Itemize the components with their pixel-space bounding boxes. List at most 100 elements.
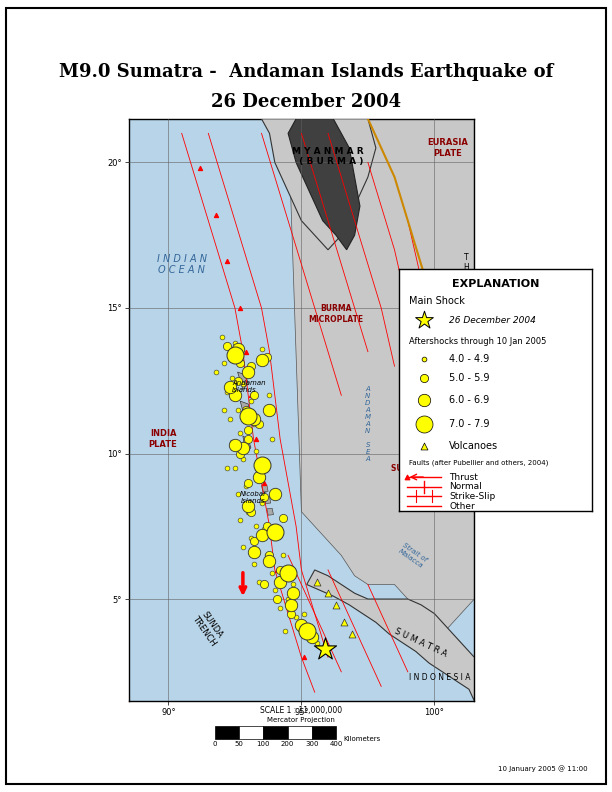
Text: science for a changing world: science for a changing world (20, 44, 90, 50)
Text: EURASIA
PLATE: EURASIA PLATE (427, 139, 468, 158)
Text: 5.0 - 5.9: 5.0 - 5.9 (449, 373, 490, 383)
Text: S U M A T R A: S U M A T R A (394, 626, 449, 659)
Point (244, 500, 253, 512)
Point (256, 342, 266, 355)
Point (252, 432, 261, 445)
Text: Thrust: Thrust (449, 473, 478, 482)
Point (254, 462, 264, 474)
Point (267, 566, 277, 579)
Point (222, 462, 232, 474)
Point (264, 389, 274, 402)
Point (230, 439, 240, 451)
Point (262, 520, 272, 533)
Point (233, 375, 242, 387)
Point (339, 616, 349, 629)
Text: SCALE 1 : 11,000,000: SCALE 1 : 11,000,000 (260, 706, 343, 714)
Bar (288, 726, 312, 739)
Polygon shape (243, 436, 251, 454)
Text: INDIA
PLATE: INDIA PLATE (149, 429, 177, 448)
Polygon shape (261, 119, 376, 249)
Text: Nicobar
Islands: Nicobar Islands (240, 491, 267, 504)
Point (217, 331, 226, 344)
Point (288, 578, 298, 591)
Point (236, 351, 245, 364)
Point (246, 389, 256, 402)
Point (302, 625, 312, 638)
Point (272, 564, 282, 577)
Point (419, 352, 429, 365)
Point (244, 366, 253, 379)
Point (267, 520, 277, 533)
Polygon shape (307, 570, 474, 701)
Polygon shape (288, 119, 360, 249)
Point (419, 314, 429, 326)
Point (222, 255, 232, 268)
Polygon shape (267, 508, 274, 516)
Point (241, 479, 250, 492)
Point (254, 470, 264, 483)
Point (278, 549, 288, 562)
Point (419, 440, 429, 452)
Point (252, 520, 261, 533)
Point (238, 377, 248, 390)
Point (241, 404, 250, 417)
Point (313, 637, 323, 649)
Text: 10 January 2005 @ 11:00: 10 January 2005 @ 11:00 (498, 765, 588, 772)
Text: 400: 400 (329, 741, 343, 747)
Point (244, 363, 253, 375)
Text: 100: 100 (256, 741, 270, 747)
Point (219, 357, 229, 370)
Text: A
N
D
A
M
A
N
 
S
E
A: A N D A M A N S E A (365, 386, 371, 463)
Point (244, 424, 253, 436)
Text: 200: 200 (281, 741, 294, 747)
Text: 300: 300 (305, 741, 318, 747)
Point (230, 389, 240, 402)
Point (291, 610, 301, 623)
Point (236, 357, 245, 370)
Point (296, 619, 306, 631)
Point (248, 389, 258, 402)
Point (299, 651, 309, 664)
Point (419, 371, 429, 384)
Point (264, 549, 274, 562)
Point (275, 575, 285, 588)
Point (272, 592, 282, 605)
Point (288, 587, 298, 600)
Point (244, 505, 253, 518)
Point (254, 470, 264, 483)
Point (286, 607, 296, 620)
Point (244, 409, 253, 422)
Point (318, 645, 327, 658)
Point (270, 584, 280, 596)
Point (248, 546, 258, 559)
Point (259, 491, 269, 504)
Text: T
H
A
I
L
A
N
D: T H A I L A N D (463, 253, 469, 334)
Bar (239, 726, 263, 739)
Point (299, 607, 309, 620)
Polygon shape (261, 485, 268, 492)
Point (246, 505, 256, 518)
Point (270, 526, 280, 539)
Text: I N D I A N
O C E A N: I N D I A N O C E A N (157, 253, 207, 275)
Point (262, 549, 272, 562)
Point (254, 575, 264, 588)
Text: 4.0 - 4.9: 4.0 - 4.9 (449, 354, 490, 364)
Point (286, 607, 296, 620)
Point (230, 462, 240, 474)
Text: Strait of
Malacca: Strait of Malacca (398, 542, 428, 569)
Text: M Y A N M A R
  ( B U R M A ): M Y A N M A R ( B U R M A ) (292, 147, 364, 166)
Point (256, 529, 266, 542)
Point (236, 447, 245, 460)
Polygon shape (259, 474, 266, 480)
Point (230, 337, 240, 349)
Point (244, 476, 253, 489)
Point (286, 599, 296, 611)
Point (241, 345, 250, 358)
Text: M9.0 Sumatra -  Andaman Islands Earthquake of: M9.0 Sumatra - Andaman Islands Earthquak… (59, 63, 553, 82)
Point (323, 587, 333, 600)
Point (256, 497, 266, 509)
Point (296, 619, 306, 631)
Point (267, 432, 277, 445)
Point (211, 366, 221, 379)
Text: EXPLANATION: EXPLANATION (452, 279, 539, 289)
